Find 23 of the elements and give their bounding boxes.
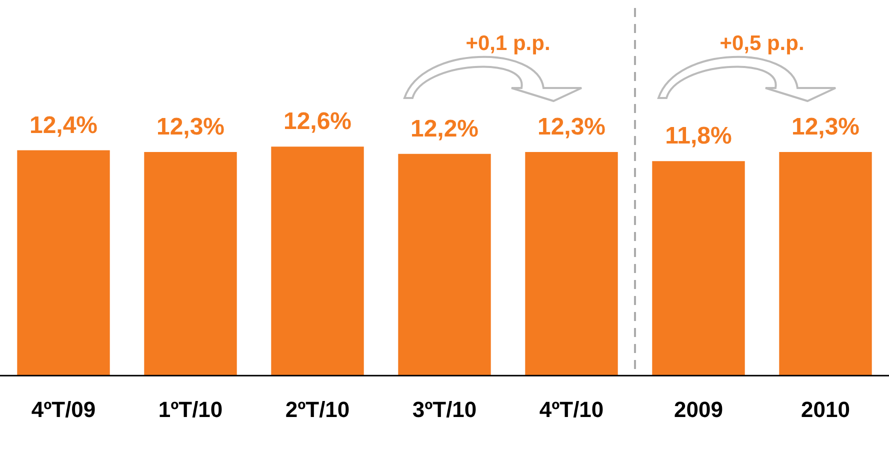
data-label: 12,3% <box>156 114 225 141</box>
x-tick-label: 4ºT/09 <box>31 396 96 422</box>
data-label: 12,3% <box>537 114 606 141</box>
bar <box>652 161 745 376</box>
text: +0,5 p.p. <box>720 32 804 56</box>
data-label: 12,2% <box>410 115 479 142</box>
bar <box>779 152 872 376</box>
bar <box>17 150 110 376</box>
x-tick-label: 4ºT/10 <box>539 396 604 422</box>
data-label: 12,3% <box>791 114 860 141</box>
data-label: 11,8% <box>665 122 732 150</box>
bar <box>144 152 237 376</box>
text: +0,1 p.p. <box>466 32 550 56</box>
bar <box>271 146 364 376</box>
data-label: 12,4% <box>29 112 98 139</box>
x-tick-label: 2010 <box>801 396 850 422</box>
data-label: 12,6% <box>283 108 352 136</box>
x-tick-label: 1ºT/10 <box>158 396 223 422</box>
bar <box>525 152 618 376</box>
x-tick-label: 2ºT/10 <box>285 396 350 422</box>
x-tick-label: 2009 <box>674 396 723 422</box>
x-tick-label: 3ºT/10 <box>412 396 477 422</box>
bar <box>398 154 491 376</box>
